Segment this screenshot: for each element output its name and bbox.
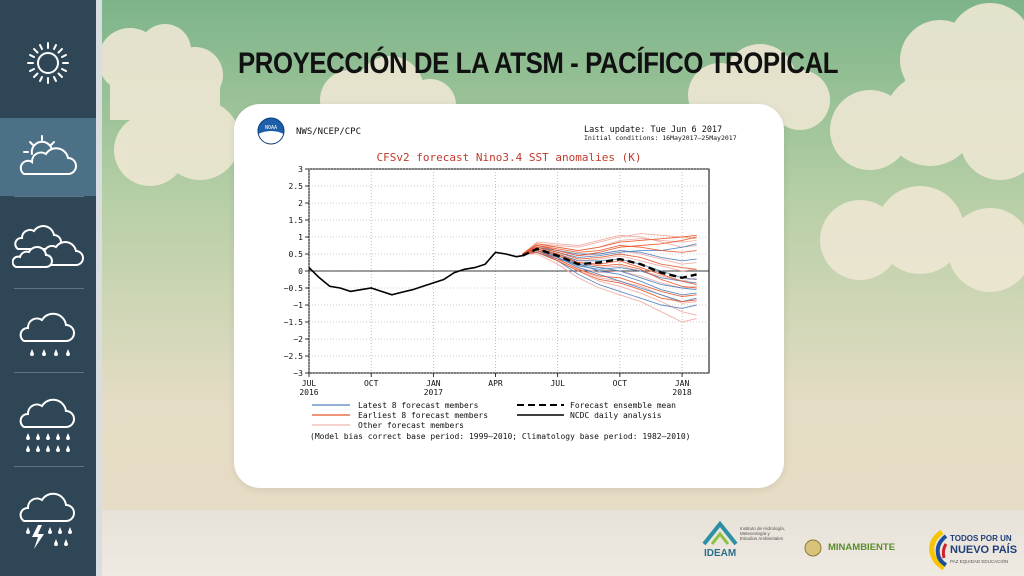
legend-latest: Latest 8 forecast members (358, 401, 479, 410)
x-tick-label: JAN (675, 379, 690, 388)
heavy-rain-icon (19, 398, 75, 452)
ideam-subtitle: Instituto de Hidrología, Meteorología y … (740, 526, 786, 541)
colombia-seal-icon (804, 539, 822, 557)
legend-earliest: Earliest 8 forecast members (358, 411, 488, 420)
forecast-member-other (522, 233, 697, 255)
y-tick-label: 2.5 (289, 182, 304, 191)
nino34-forecast-chart: NOAA NWS/NCEP/CPC Last update: Tue Jun 6… (257, 117, 737, 441)
y-tick-label: 1.5 (289, 216, 304, 225)
forecast-member-other (522, 253, 697, 323)
legend-other: Other forecast members (358, 421, 464, 430)
legend-ncdc: NCDC daily analysis (570, 411, 662, 420)
legend: Latest 8 forecast members Earliest 8 for… (310, 401, 691, 441)
forecast-member-other (522, 246, 697, 272)
footer-band (102, 510, 1024, 576)
y-tick-label: −0.5 (284, 284, 303, 293)
ideam-mark-icon (702, 520, 738, 546)
noaa-logo-text: NOAA (265, 125, 277, 131)
agency-label: NWS/NCEP/CPC (296, 127, 361, 137)
forecast-member-earliest (522, 234, 697, 255)
x-tick-year: 2016 (299, 388, 318, 397)
chart-footnote: (Model bias correct base period: 1999–20… (310, 432, 691, 441)
x-tick-label: OCT (613, 379, 628, 388)
legend-mean: Forecast ensemble mean (570, 401, 676, 410)
colombia-flag-icon (929, 530, 948, 570)
forecast-member-earliest (522, 251, 697, 303)
ideam-text: IDEAM (704, 548, 737, 559)
forecast-member-earliest (522, 246, 697, 270)
sidebar-item-thunderstorm[interactable] (0, 482, 96, 560)
last-update-label: Last update: Tue Jun 6 2017 (584, 125, 722, 135)
sidebar-edge (96, 0, 102, 576)
sun-cloud-icon (19, 135, 77, 175)
minambiente-logo: MINAMBIENTE (800, 537, 905, 561)
clouds-icon (12, 225, 84, 268)
sidebar-item-cloudy[interactable] (0, 204, 96, 282)
x-tick-label: JUL (550, 379, 565, 388)
gov-line1: TODOS POR UN (950, 534, 1012, 543)
forecast-member-latest (522, 251, 697, 291)
y-tick-label: 2 (298, 199, 303, 208)
y-axis: 3 2.5 2 1.5 1 0.5 0 −0.5 −1 −1.5 −2 −2.5 −3 (284, 165, 309, 378)
main-series (308, 247, 697, 296)
ideam-logo: IDEAM Instituto de Hidrología, Meteorolo… (700, 520, 790, 564)
x-tick-year: 2017 (424, 388, 443, 397)
forecast-member-latest (522, 246, 697, 262)
sidebar-item-heavy-rain[interactable] (0, 388, 96, 466)
y-tick-label: −3 (293, 369, 303, 378)
minambiente-text: MINAMBIENTE (828, 542, 896, 553)
y-tick-label: 0.5 (289, 250, 304, 259)
gov-line2: NUEVO PAÍS (950, 544, 1018, 556)
sidebar-item-light-rain[interactable] (0, 296, 96, 374)
initial-conditions-label: Initial conditions: 16May2017–25May2017 (584, 134, 737, 142)
x-tick-year: 2018 (672, 388, 691, 397)
y-tick-label: −2.5 (284, 352, 303, 361)
light-rain-icon (19, 312, 75, 356)
forecast-member-earliest (522, 250, 697, 297)
y-tick-label: −1 (293, 301, 303, 310)
x-tick-label: OCT (364, 379, 379, 388)
sun-icon (27, 42, 69, 84)
x-tick-label: JUL (302, 379, 317, 388)
x-tick-label: JAN (426, 379, 441, 388)
noaa-logo: NOAA (257, 117, 285, 147)
chart-title: CFSv2 forecast Nino3.4 SST anomalies (K) (377, 151, 642, 164)
forecast-member-earliest (522, 236, 697, 257)
y-tick-label: 1 (298, 233, 303, 242)
gov-line3: PAZ EQUIDAD EDUCACIÓN (950, 559, 1009, 564)
weather-sidebar (0, 0, 96, 576)
y-tick-label: 3 (298, 165, 303, 174)
ncdc-analysis-line (308, 251, 523, 296)
forecast-member-other (522, 238, 697, 255)
forecast-member-earliest (522, 245, 697, 255)
forecast-member-latest (522, 250, 697, 284)
sidebar-item-sunny[interactable] (0, 24, 96, 102)
gov-logo: TODOS POR UN NUEVO PAÍS PAZ EQUIDAD EDUC… (926, 528, 1022, 572)
forecast-ensemble-mean-line (521, 247, 697, 280)
page-title: PROYECCIÓN DE LA ATSM - PACÍFICO TROPICA… (238, 47, 839, 80)
y-tick-label: −1.5 (284, 318, 303, 327)
y-tick-label: 0 (298, 267, 303, 276)
thunderstorm-icon (19, 492, 75, 549)
y-tick-label: −2 (293, 335, 303, 344)
chart-card: NOAA NWS/NCEP/CPC Last update: Tue Jun 6… (234, 104, 784, 488)
sidebar-item-partly-cloudy[interactable] (0, 118, 96, 196)
x-tick-label: APR (488, 379, 503, 388)
forecast-member-other (522, 234, 697, 255)
